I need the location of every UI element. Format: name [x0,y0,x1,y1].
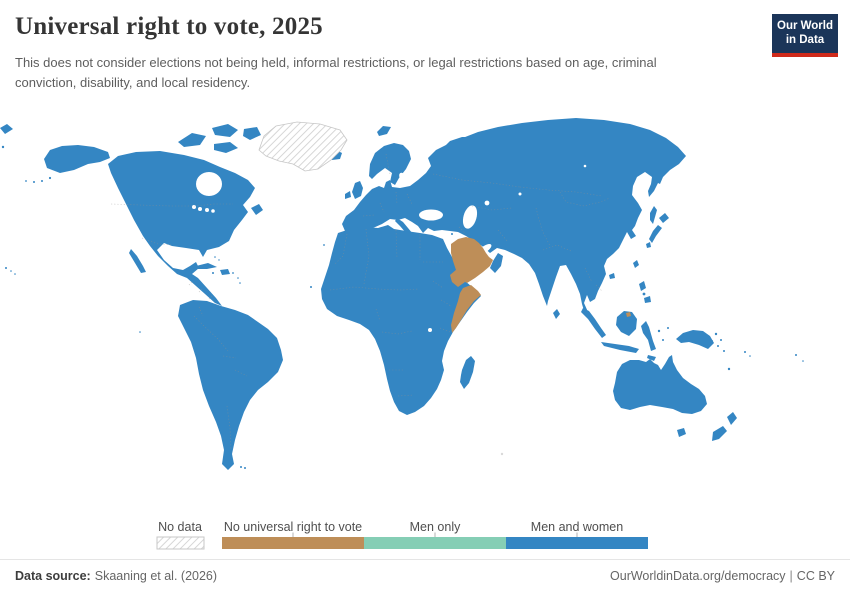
hudson-bay [196,172,222,196]
country-madagascar [460,356,475,389]
region-eurasia [342,118,686,319]
sulawesi [641,321,656,351]
license-label: CC BY [796,569,835,583]
legend-swatch-no-universal-right [222,537,364,549]
footer-right: OurWorldinData.org/democracy | CC BY [610,569,835,583]
data-source-value: Skaaning et al. (2026) [94,569,218,583]
java [601,342,639,353]
newfoundland [251,204,263,215]
landmass-group [0,118,804,470]
timor [647,355,656,361]
owid-logo-line2: in Data [785,33,825,46]
owid-logo-line1: Our World [777,20,834,32]
aral-sea [484,200,490,206]
indonesia-islands [581,308,669,361]
country-alaska [44,145,110,173]
hispaniola [220,269,230,275]
lake-balkhash [518,192,522,196]
cuba [196,263,217,269]
baltic-sea [399,172,409,186]
aleutian-islands [25,176,52,183]
legend-swatch-men-only [364,537,506,549]
legend-label-men-only: Men only [410,520,461,534]
lake-baikal [583,164,587,168]
country-philippines [639,281,651,303]
falkland-islands [240,466,246,469]
no-universal-right-group [450,237,631,333]
country-sri-lanka [553,309,560,319]
data-source: Data source: Skaaning et al. (2026) [15,569,217,583]
kerguelen-no-data-speck [500,452,504,456]
map-legend: No data No universal right to vote Men o… [0,513,850,555]
page-title: Universal right to vote, 2025 [15,13,323,40]
svalbard [377,126,391,136]
owid-logo: Our World in Data [772,14,838,57]
legend-swatch-men-and-women [506,537,648,549]
chart-subtitle: This does not consider elections not bei… [15,55,657,91]
region-africa [321,225,481,415]
country-greenland-no-data [258,121,348,172]
world-map [0,108,850,510]
country-japan [646,213,669,248]
country-borders [110,153,611,451]
borneo [616,311,637,336]
footer-separator: | [789,569,793,583]
legend-swatch-no-data [156,536,205,550]
black-sea [419,209,443,221]
world-map-svg [0,118,804,470]
country-new-zealand [712,412,737,441]
pacific-island-specks [711,332,804,371]
legend-label-no-data: No data [158,520,202,534]
new-guinea [676,330,714,349]
region-russia-far-east-sliver [0,124,13,134]
caribbean-islands [196,256,241,284]
country-australia [613,355,707,414]
country-somalia [451,285,481,333]
sumatra [581,308,606,338]
lake-victoria [428,328,432,332]
chart-footer: Data source: Skaaning et al. (2026) OurWo… [0,559,850,583]
legend-svg: No data No universal right to vote Men o… [156,520,648,550]
country-brunei [626,312,631,317]
data-source-label: Data source: [15,569,91,583]
cape-verde [310,286,312,288]
tasmania [677,428,686,437]
legend-label-men-and-women: Men and women [531,520,623,534]
great-lakes [192,205,215,213]
legend-label-no-universal-right: No universal right to vote [224,520,362,534]
hawaii-islands [5,267,16,275]
country-ireland [345,191,351,199]
country-united-kingdom [352,181,363,199]
canary-islands [323,244,325,246]
galapagos [139,331,141,333]
baja-california [129,249,146,273]
sakhalin [650,206,657,224]
cyprus [451,233,453,235]
country-taiwan [633,260,639,268]
country-oman [490,253,503,273]
country-saudi-arabia-yemen [451,237,493,283]
owid-url: OurWorldinData.org/democracy [610,569,786,583]
region-south-america [178,300,283,470]
country-eritrea [450,269,465,287]
region-north-america [108,151,255,306]
caspian-sea [462,205,478,229]
hainan [609,273,615,279]
canadian-arctic-islands [178,124,261,153]
